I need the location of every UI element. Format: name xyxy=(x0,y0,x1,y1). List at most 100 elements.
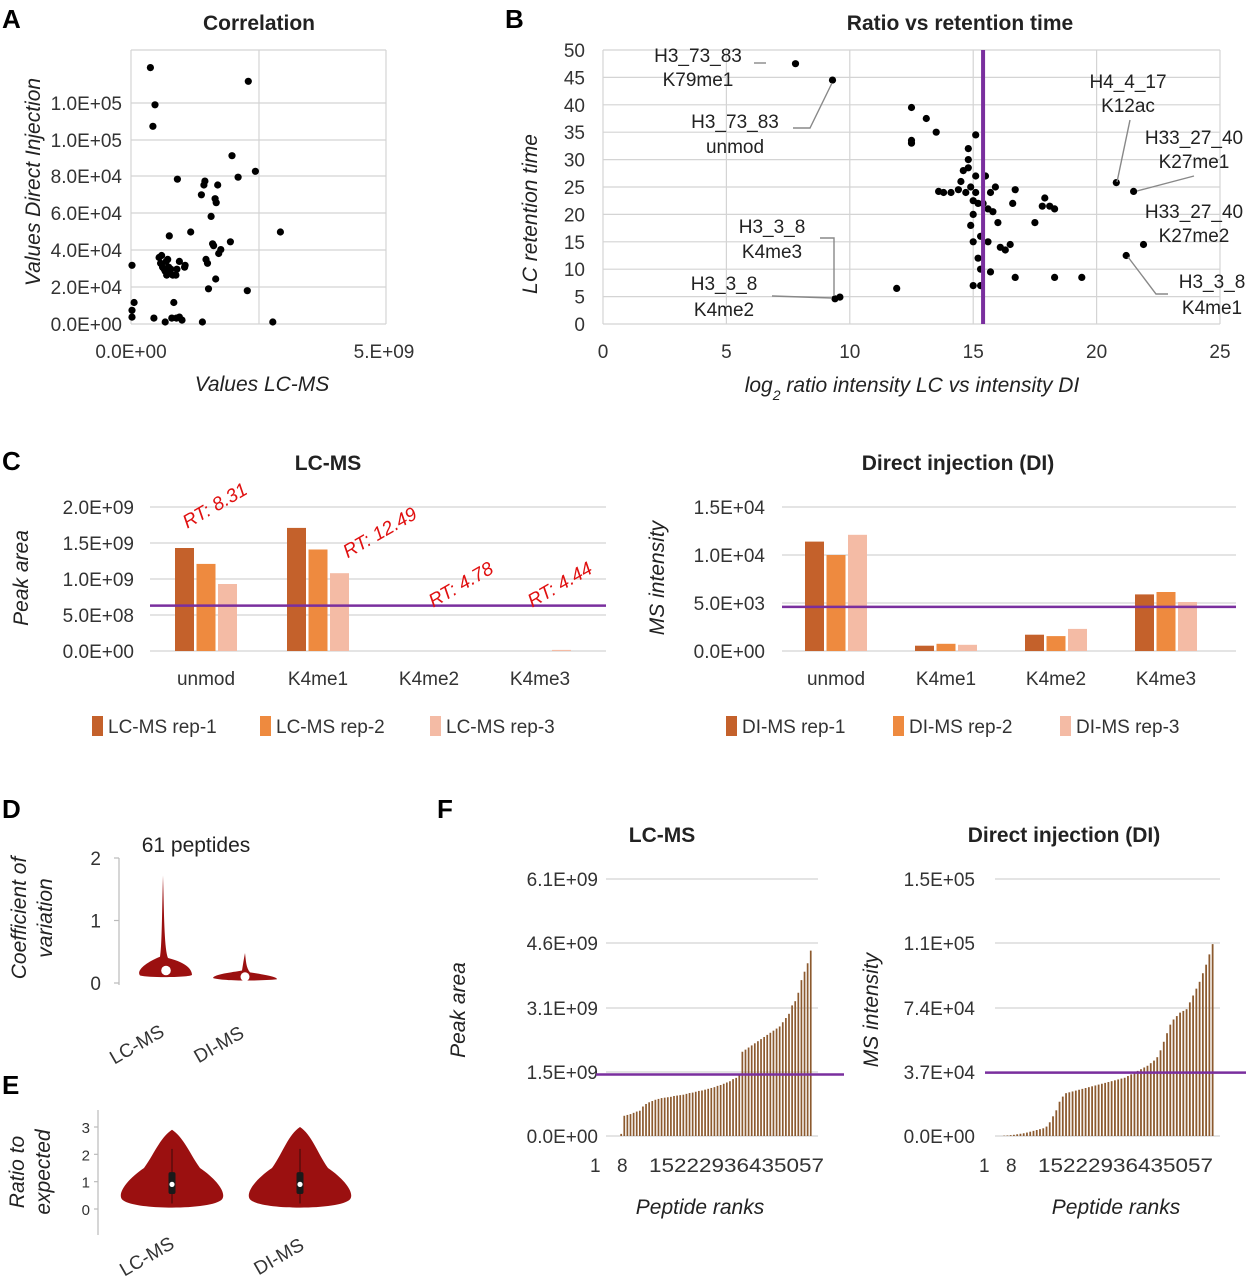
panel-f: F LC-MS Direct injection (DI) 0.0E+00 1.5… xyxy=(437,794,1246,1219)
y-tick-label: 45 xyxy=(564,68,585,89)
median-marker xyxy=(161,965,171,976)
bar xyxy=(1178,602,1197,651)
annotation-h4-4-17-k12ac: H4_4_17 K12ac xyxy=(1089,72,1167,183)
panel-b: B Ratio vs retention time 0 5 10 15 20 25 30 35… xyxy=(505,4,1245,403)
x-tick-label: 15222936435057 xyxy=(649,1156,824,1177)
y-tick-label: 3.7E+04 xyxy=(904,1063,976,1084)
rank-bar xyxy=(1120,1078,1123,1136)
rank-bar xyxy=(1022,1133,1025,1136)
scatter-point xyxy=(907,139,916,147)
scatter-point xyxy=(836,293,844,301)
scatter-point xyxy=(201,177,209,185)
scatter-point xyxy=(197,191,205,199)
scatter-point xyxy=(1130,187,1138,195)
scatter-point xyxy=(128,306,136,314)
rank-bar xyxy=(688,1093,691,1136)
rank-bar xyxy=(1179,1012,1181,1136)
bar xyxy=(196,563,216,651)
scatter-point xyxy=(1031,219,1039,227)
rank-bar xyxy=(1032,1130,1035,1136)
rank-bar xyxy=(791,1005,793,1136)
annotation-line: H3_3_8 xyxy=(1179,272,1246,293)
rank-bar xyxy=(719,1085,722,1136)
scatter-point xyxy=(1009,199,1017,207)
scatter-point xyxy=(165,232,173,240)
rank-bar xyxy=(722,1083,725,1136)
scatter-point xyxy=(276,228,284,236)
chart-a-gridlines xyxy=(130,49,387,325)
rank-bar xyxy=(725,1082,728,1136)
bar xyxy=(958,644,977,651)
chart-c-left-legend: LC-MS rep-1 LC-MS rep-2 LC-MS rep-3 xyxy=(92,716,555,738)
scatter-point xyxy=(1038,202,1046,210)
scatter-point xyxy=(149,122,157,130)
rank-bar xyxy=(638,1110,641,1136)
bar xyxy=(1025,634,1044,651)
y-tick-label: 4.0E+04 xyxy=(51,241,123,262)
rank-bar xyxy=(744,1049,747,1136)
chart-f-left-title: LC-MS xyxy=(629,824,696,847)
x-tick-label: 8 xyxy=(617,1156,628,1177)
rank-bar xyxy=(1039,1129,1041,1136)
chart-c-left-y-ticks: 0.0E+00 5.0E+08 1.0E+09 1.5E+09 2.0E+09 xyxy=(63,498,134,663)
chart-f-left-ylabel: Peak area xyxy=(447,962,470,1058)
rank-bar xyxy=(1104,1082,1107,1136)
scatter-point xyxy=(964,145,972,153)
chart-e-y-ticks: 0 1 2 3 xyxy=(82,1120,98,1219)
bar xyxy=(1156,592,1176,651)
rank-bar xyxy=(1091,1086,1093,1136)
y-tick-label: 10 xyxy=(564,260,585,281)
rank-bar xyxy=(1188,1002,1191,1136)
rank-bar xyxy=(1156,1057,1159,1136)
bar xyxy=(552,649,571,651)
y-tick-label: 4.6E+09 xyxy=(527,934,598,955)
scatter-point xyxy=(962,188,970,197)
scatter-point xyxy=(150,314,158,322)
chart-d-ylabel-line2: variation xyxy=(34,878,57,957)
scatter-point xyxy=(175,257,183,265)
rank-bar xyxy=(1052,1116,1054,1136)
annotation-leader xyxy=(1127,256,1168,295)
rank-bar xyxy=(1159,1050,1162,1136)
annotation-leader xyxy=(1136,175,1195,192)
bar xyxy=(287,527,306,651)
rank-bar xyxy=(1133,1072,1136,1136)
rank-bar xyxy=(794,1001,797,1136)
legend-label: DI-MS rep-3 xyxy=(1076,717,1179,738)
chart-e-x-ticks: LC-MS DI-MS xyxy=(116,1233,307,1280)
scatter-point xyxy=(1011,273,1019,281)
scatter-point xyxy=(243,287,251,295)
rank-bar xyxy=(760,1039,762,1136)
y-tick-label: 6.1E+09 xyxy=(527,870,598,891)
rank-bar xyxy=(735,1077,738,1136)
scatter-point xyxy=(167,265,175,273)
annotation-h3-3-8-k4me3: H3_3_8 K4me3 xyxy=(739,217,835,296)
rank-bar xyxy=(673,1095,675,1136)
annotation-line: K79me1 xyxy=(663,70,734,91)
rank-bar xyxy=(766,1034,769,1136)
chart-d-y-ticks: 0 1 2 xyxy=(90,849,119,995)
annotation-line: K4me2 xyxy=(694,300,754,321)
rank-bar xyxy=(620,1133,623,1136)
y-tick-label: 8.0E+04 xyxy=(51,167,123,188)
scatter-point xyxy=(1011,186,1019,194)
chart-f-left-x-ticks: 1 8 15222936435057 xyxy=(590,1156,824,1177)
rank-bar xyxy=(1192,995,1194,1136)
scatter-point xyxy=(161,318,169,326)
rank-bar xyxy=(1068,1092,1071,1136)
chart-e-ylabel-line2: expected xyxy=(32,1128,55,1215)
rank-bar xyxy=(707,1088,710,1136)
rank-bar xyxy=(803,971,806,1136)
panel-label-d: D xyxy=(2,794,21,824)
x-tick-label: 0 xyxy=(598,342,609,363)
rank-bar xyxy=(642,1106,644,1136)
rank-bar xyxy=(1169,1024,1172,1136)
rank-bar xyxy=(1143,1067,1146,1136)
rank-bar xyxy=(701,1090,703,1136)
rank-bar xyxy=(1114,1080,1116,1136)
chart-d-x-ticks: LC-MS DI-MS xyxy=(106,1021,247,1069)
x-tick-label: 1 xyxy=(590,1156,601,1177)
bar xyxy=(936,643,956,651)
rank-bar xyxy=(738,1074,741,1136)
